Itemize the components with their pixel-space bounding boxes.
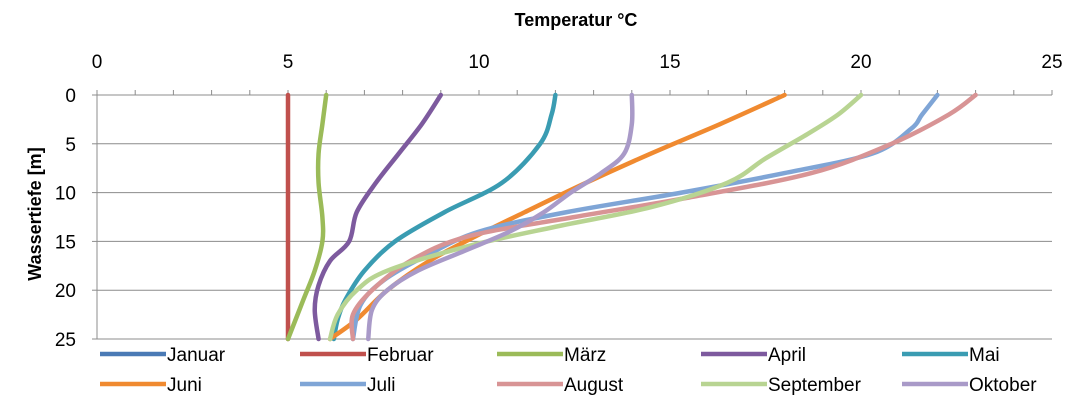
legend-label: Februar <box>367 345 434 366</box>
legend-item-februar: Februar <box>300 345 434 366</box>
legend-label: Mai <box>969 345 1000 366</box>
axes <box>92 90 1053 340</box>
legend-label: September <box>768 375 862 396</box>
y-tick-label: 5 <box>65 135 76 156</box>
legend-label: Oktober <box>969 375 1037 396</box>
series-lines <box>285 92 978 342</box>
series-line-maerz <box>285 92 329 342</box>
series-line-august <box>349 92 978 342</box>
y-axis-title: Wassertiefe [m] <box>25 147 45 280</box>
y-axis-ticks: 0 5 10 15 20 25 <box>55 86 76 351</box>
legend-item-september: September <box>701 375 862 396</box>
legend-item-oktober: Oktober <box>902 375 1037 396</box>
legend-label: Januar <box>167 345 226 366</box>
legend-label: August <box>564 375 624 396</box>
x-tick-label: 5 <box>283 52 294 73</box>
x-tick-label: 0 <box>92 52 103 73</box>
y-tick-label: 15 <box>55 232 76 253</box>
legend-item-juli: Juli <box>300 375 396 396</box>
series-line-oktober <box>365 92 635 342</box>
legend-label: März <box>564 345 606 366</box>
series-line-september <box>327 92 864 342</box>
x-axis-ticks: 0 5 10 15 20 25 <box>92 52 1063 73</box>
legend-item-august: August <box>497 375 624 396</box>
x-tick-label: 25 <box>1041 52 1062 73</box>
x-tick-label: 15 <box>659 52 680 73</box>
legend-item-april: April <box>701 345 806 366</box>
y-tick-label: 20 <box>55 281 76 302</box>
x-tick-label: 10 <box>468 52 489 73</box>
legend-label: April <box>768 345 806 366</box>
series-line-april <box>312 92 444 342</box>
legend-label: Juni <box>167 375 202 396</box>
legend-item-juni: Juni <box>100 375 202 396</box>
series-line-mai <box>331 92 558 342</box>
legend-label: Juli <box>367 375 396 396</box>
legend-item-maerz: März <box>497 345 606 366</box>
x-tick-label: 20 <box>850 52 871 73</box>
x-axis-title: Temperatur °C <box>515 10 638 30</box>
y-tick-label: 25 <box>55 330 76 351</box>
series-line-juni <box>327 92 787 342</box>
gridlines <box>97 143 1052 340</box>
y-tick-label: 0 <box>65 86 76 107</box>
legend-item-mai: Mai <box>902 345 1000 366</box>
series-line-juli <box>350 92 940 342</box>
legend-item-januar: Januar <box>100 345 226 366</box>
legend: Januar Februar März April Mai Juni Juli August S… <box>100 345 1037 396</box>
y-tick-label: 10 <box>55 184 76 205</box>
